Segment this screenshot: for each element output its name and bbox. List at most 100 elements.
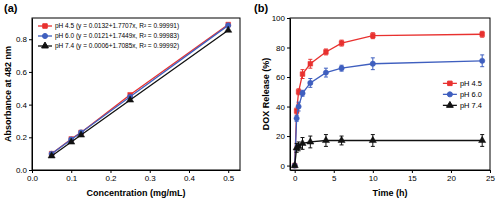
x-tick: 0.4 xyxy=(184,170,196,183)
y-tick: 0.0 xyxy=(16,166,32,175)
error-bar xyxy=(480,55,484,67)
x-tick-label: 0.0 xyxy=(27,174,39,183)
x-tick: 0.1 xyxy=(66,170,78,183)
data-area xyxy=(291,31,486,168)
y-tick-mark xyxy=(29,72,32,73)
plot: 0.00.10.20.30.40.50.00.20.40.60.8pH 4.5 … xyxy=(16,18,241,183)
y-tick-mark xyxy=(287,107,290,108)
y-axis-title: Absorbance at 482 nm xyxy=(3,46,13,142)
y-tick-label: 0.4 xyxy=(16,101,28,110)
y-tick-mark xyxy=(29,170,32,171)
marker xyxy=(300,72,305,77)
marker xyxy=(322,136,329,142)
x-axis-line xyxy=(33,170,241,171)
y-tick-label: 80 xyxy=(276,44,285,53)
x-tick: 0 xyxy=(293,170,298,183)
error-bar xyxy=(480,31,484,37)
y-tick-mark xyxy=(29,105,32,106)
x-tick: 0.0 xyxy=(27,170,39,183)
panel: 0510152025020406080100pH 4.5pH 6.0pH 7.4… xyxy=(254,2,495,198)
marker xyxy=(308,61,313,66)
legend-label: pH 7.4 (y = 0.0006+1.7085x, R² = 0.99992… xyxy=(55,42,179,50)
legend-item: pH 4.5 xyxy=(443,79,482,88)
marker xyxy=(68,138,75,144)
x-tick-label: 15 xyxy=(408,174,417,183)
y-tick: 0.4 xyxy=(16,101,32,110)
marker xyxy=(48,152,55,158)
y-axis-line xyxy=(32,19,33,171)
x-tick-mark xyxy=(373,170,374,173)
x-tick-label: 0.2 xyxy=(105,174,117,183)
panel-label: (a) xyxy=(4,2,18,14)
y-tick-label: 0.8 xyxy=(16,35,28,44)
series-line xyxy=(52,25,229,153)
y-tick: 0.2 xyxy=(16,133,32,142)
y-axis-title: DOX Release (%) xyxy=(261,58,271,131)
legend: pH 4.5 (y = 0.0132+1.7707x, R² = 0.99991… xyxy=(38,22,179,50)
legend-marker xyxy=(43,24,47,28)
error-bar xyxy=(340,65,344,71)
panel-label: (b) xyxy=(254,2,268,14)
marker xyxy=(369,136,376,142)
legend-label: pH 6.0 (y = 0.0121+1.7449x, R² = 0.99983… xyxy=(55,32,179,40)
legend-label: pH 4.5 (y = 0.0132+1.7707x, R² = 0.99991… xyxy=(55,22,179,30)
x-axis: 0.00.10.20.30.40.5 xyxy=(27,170,241,183)
error-bar xyxy=(340,40,344,46)
marker xyxy=(479,136,486,142)
x-tick-label: 0.3 xyxy=(145,174,157,183)
error-bar xyxy=(295,115,299,121)
series-line xyxy=(295,34,483,165)
marker xyxy=(338,136,345,142)
x-tick: 15 xyxy=(408,170,417,183)
marker xyxy=(296,104,301,109)
legend-item: pH 4.5 (y = 0.0132+1.7707x, R² = 0.99991… xyxy=(38,22,179,30)
y-tick-label: 0.0 xyxy=(16,166,28,175)
x-tick-label: 0.4 xyxy=(184,174,196,183)
x-tick: 0.3 xyxy=(145,170,157,183)
legend-item: pH 7.4 (y = 0.0006+1.7085x, R² = 0.99992… xyxy=(38,42,179,50)
marker xyxy=(77,131,84,137)
y-tick-mark xyxy=(287,136,290,137)
x-tick: 10 xyxy=(369,170,378,183)
x-tick-mark xyxy=(110,170,111,173)
x-tick-label: 10 xyxy=(369,174,378,183)
x-axis-title: Concentration (mg/mL) xyxy=(87,188,186,198)
y-tick-label: 0 xyxy=(281,162,286,171)
error-bar xyxy=(301,70,305,79)
x-tick-mark xyxy=(412,170,413,173)
error-bar xyxy=(308,79,312,88)
error-bar xyxy=(301,90,305,96)
y-tick-mark xyxy=(287,77,290,78)
y-tick-label: 20 xyxy=(276,132,285,141)
marker xyxy=(291,161,298,167)
legend-marker xyxy=(42,42,49,48)
marker xyxy=(324,50,329,55)
error-bar xyxy=(324,49,328,55)
error-bar xyxy=(371,58,375,70)
legend-label: pH 7.4 xyxy=(460,101,482,110)
marker xyxy=(323,70,328,75)
x-tick: 0.2 xyxy=(105,170,117,183)
y-tick: 80 xyxy=(276,44,290,53)
series xyxy=(292,55,485,168)
series-line xyxy=(52,25,229,154)
error-bar xyxy=(324,68,328,77)
x-tick-label: 25 xyxy=(486,174,495,183)
y-tick: 40 xyxy=(276,103,290,112)
y-axis: 020406080100 xyxy=(272,14,291,171)
series xyxy=(292,31,484,168)
series-line xyxy=(295,140,483,165)
legend-marker xyxy=(448,81,452,85)
x-tick-mark xyxy=(295,170,296,173)
error-bar xyxy=(308,59,312,68)
x-tick: 25 xyxy=(486,170,495,183)
panel: 0.00.10.20.30.40.50.00.20.40.60.8pH 4.5 … xyxy=(3,2,241,198)
plot-frame xyxy=(32,18,240,170)
x-tick-mark xyxy=(334,170,335,173)
y-tick: 0.6 xyxy=(16,68,32,77)
legend-marker xyxy=(446,101,453,107)
marker xyxy=(308,80,313,85)
y-tick: 60 xyxy=(276,73,290,82)
marker xyxy=(370,33,375,38)
series xyxy=(48,26,232,158)
